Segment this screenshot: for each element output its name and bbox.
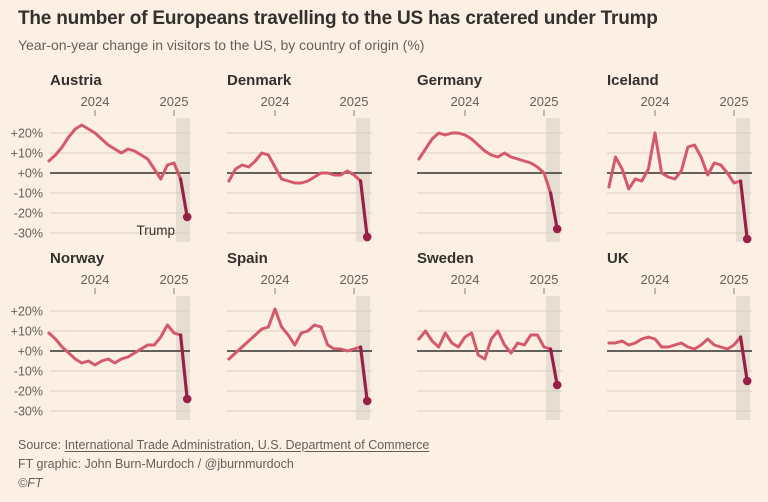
chart-cell-iceland: Iceland 2024 2025 [575,70,768,248]
trump-period-band [736,118,750,242]
end-dot [182,394,192,404]
chart-title: UK [607,250,629,267]
page-subtitle: Year-on-year change in visitors to the U… [18,37,425,53]
plunge-segment [179,177,189,219]
year-label: 2024 [81,272,110,287]
y-axis-label: +10% [11,147,43,161]
chart-title: Norway [50,250,105,267]
plunge-segment [549,191,559,231]
plunge-segment [739,179,749,241]
chart-cell-sweden: Sweden 2024 2025 [385,248,575,426]
line-series [417,131,553,195]
end-dot [362,396,372,406]
line-series [607,335,743,351]
end-dot [552,380,562,390]
y-axis-label: +20% [11,127,43,141]
y-axis-label: +0% [18,167,43,181]
chart-title: Spain [227,250,268,267]
chart-title: Sweden [417,250,474,267]
chart-cell-austria: Austria 2024 2025 +20% +10% +0% -10% -20% -30% T… [0,70,195,248]
trump-period-band [546,118,560,242]
ft-copyright: ©FT [18,476,43,490]
chart-canvas-sweden: 2024 2025 [417,272,562,420]
chart-title: Iceland [607,72,659,89]
footer: Source: International Trade Administrati… [18,436,429,493]
year-label: 2025 [160,94,189,109]
year-label: 2024 [81,94,110,109]
end-dot [742,234,752,244]
year-label: 2024 [641,94,670,109]
end-dot [182,212,192,222]
y-axis-label: -30% [14,227,43,241]
y-axis-label: -10% [14,365,43,379]
chart-cell-germany: Germany 2024 2025 [385,70,575,248]
year-label: 2025 [160,272,189,287]
y-axis-label: -20% [14,207,43,221]
line-series [47,323,183,367]
end-dot [552,224,562,234]
page-title: The number of Europeans travelling to th… [18,8,658,29]
line-series [227,151,363,185]
credit-line: FT graphic: John Burn-Murdoch / @jburnmu… [18,457,294,471]
chart-canvas-spain: 2024 2025 [227,272,372,420]
y-axis-label: -30% [14,405,43,419]
chart-cell-denmark: Denmark 2024 2025 [195,70,385,248]
y-axis-label: -20% [14,385,43,399]
chart-canvas-iceland: 2024 2025 [607,94,752,244]
small-multiples-grid: Austria 2024 2025 +20% +10% +0% -10% -20% -30% T… [0,70,768,426]
chart-canvas-norway: 2024 2025 +20% +10% +0% -10% -20% -30% [11,272,192,420]
year-label: 2025 [340,272,369,287]
year-label: 2024 [451,94,480,109]
trump-period-band [176,118,190,242]
line-series [227,307,363,361]
end-dot [362,232,372,242]
chart-cell-uk: UK 2024 2025 [575,248,768,426]
year-label: 2025 [720,94,749,109]
plunge-segment [179,333,189,401]
end-dot [742,376,752,386]
chart-canvas-germany: 2024 2025 [417,94,562,242]
y-axis-label: +10% [11,325,43,339]
year-label: 2025 [720,272,749,287]
trump-period-band [356,118,370,242]
plunge-segment [549,347,559,387]
chart-title: Denmark [227,72,292,89]
plunge-segment [359,179,369,239]
header: The number of Europeans travelling to th… [18,8,658,53]
line-series [417,329,553,361]
y-axis-label: +20% [11,305,43,319]
year-label: 2024 [641,272,670,287]
chart-title: Germany [417,72,483,89]
year-label: 2024 [261,94,290,109]
chart-canvas-uk: 2024 2025 [607,272,752,420]
source-prefix: Source: [18,438,65,452]
plunge-segment [359,345,369,403]
chart-canvas-denmark: 2024 2025 [227,94,372,242]
line-series [607,131,743,191]
line-series [47,123,183,181]
year-label: 2024 [261,272,290,287]
y-axis-label: +0% [18,345,43,359]
trump-annotation: Trump [136,223,175,238]
chart-cell-norway: Norway 2024 2025 +20% +10% +0% -10% -20% -30% [0,248,195,426]
chart-canvas-austria: 2024 2025 +20% +10% +0% -10% -20% -30% Trump [11,94,192,242]
chart-title: Austria [50,72,102,89]
chart-cell-spain: Spain 2024 2025 [195,248,385,426]
year-label: 2025 [530,272,559,287]
year-label: 2025 [530,94,559,109]
year-label: 2025 [340,94,369,109]
source-line: Source: International Trade Administrati… [18,436,429,455]
source-link[interactable]: International Trade Administration, U.S.… [64,438,430,452]
y-axis-label: -10% [14,187,43,201]
year-label: 2024 [451,272,480,287]
plunge-segment [739,335,749,383]
